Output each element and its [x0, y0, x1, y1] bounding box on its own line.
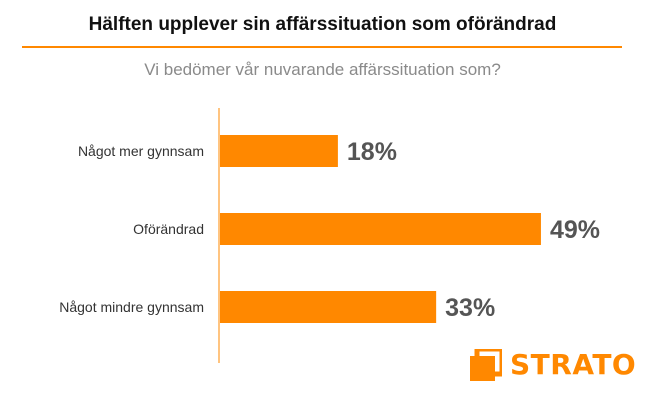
category-label: Oförändrad [133, 221, 204, 237]
bar [220, 135, 338, 167]
category-label: Något mindre gynnsam [59, 299, 204, 315]
strato-logo-icon [470, 349, 502, 381]
category-label: Något mer gynnsam [78, 143, 204, 159]
bar [220, 291, 437, 323]
bar [220, 213, 541, 245]
value-label: 33% [445, 294, 495, 322]
value-label: 49% [550, 216, 600, 244]
chart-subtitle: Vi bedömer vår nuvarande affärssituation… [144, 60, 501, 79]
title-divider [22, 46, 622, 48]
value-label: 18% [347, 138, 397, 166]
strato-logo: STRATO [470, 349, 636, 383]
strato-logo-text: STRATO [510, 348, 637, 381]
chart-title: Hälften upplever sin affärssituation som… [88, 14, 557, 35]
